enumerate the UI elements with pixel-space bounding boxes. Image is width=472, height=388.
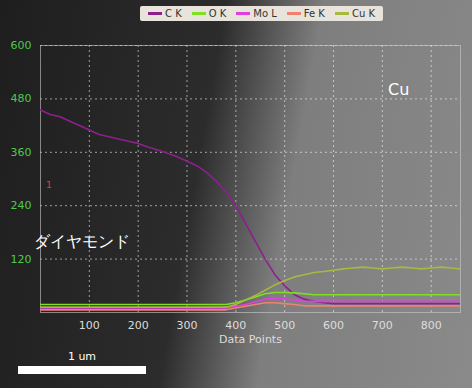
svg-text:800: 800 [421,319,442,332]
html-text:1: 1 [46,180,52,190]
svg-text:200: 200 [128,319,149,332]
svg-text:120: 120 [11,253,32,266]
svg-text:100: 100 [79,319,100,332]
html-text:Fe K: Fe K [303,8,325,19]
svg-text:500: 500 [274,319,295,332]
svg-text:700: 700 [372,319,393,332]
html-text:1 um: 1 um [67,350,97,363]
html-text:O K: O K [208,8,227,19]
html-text:Cu: Cu [388,80,410,99]
svg-text:600: 600 [11,39,32,52]
html-text:ダイヤモンド: ダイヤモンド [34,232,130,251]
svg-text:600: 600 [323,319,344,332]
html-text:C K: C K [165,8,182,19]
svg-text:Data Points: Data Points [219,333,282,346]
svg-text:400: 400 [225,319,246,332]
html-text:Cu K: Cu K [351,8,375,19]
svg-text:360: 360 [11,146,32,159]
svg-text:300: 300 [177,319,198,332]
svg-text:240: 240 [11,199,32,212]
svg-text:480: 480 [11,92,32,105]
html-text:Mo L: Mo L [253,8,277,19]
